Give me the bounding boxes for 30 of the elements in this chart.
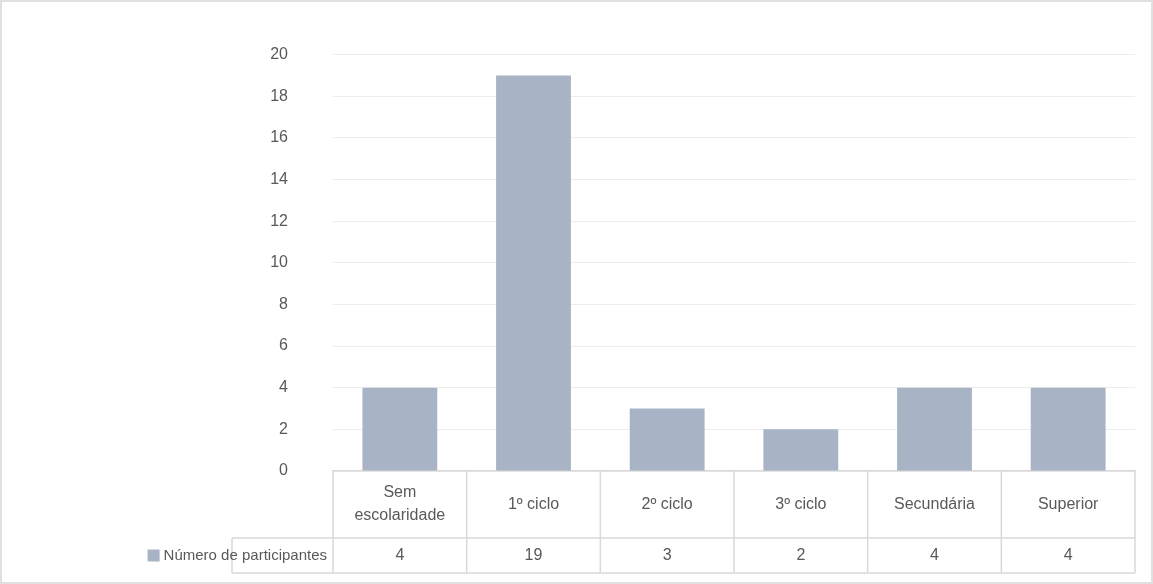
y-tick-label: 6 [279, 336, 289, 354]
x-tick-label: 2º ciclo [641, 494, 693, 512]
y-tick-label: 14 [270, 169, 289, 187]
data-label: 2 [796, 545, 806, 563]
y-tick-label: 16 [270, 128, 289, 146]
x-tick-label: Sem escolaridade [354, 483, 446, 524]
legend-label: Número de participantes [163, 545, 327, 563]
data-label: 4 [395, 545, 405, 563]
x-tick-label: 3º ciclo [775, 494, 827, 512]
x-tick-label: Superior [1037, 494, 1100, 512]
bar [629, 408, 705, 471]
y-tick-label: 10 [270, 253, 289, 271]
y-tick-label: 8 [279, 294, 289, 312]
y-tick-label: 0 [279, 461, 289, 479]
bar [897, 387, 972, 471]
x-tick-label: 1º ciclo [507, 494, 560, 512]
y-tick-label: 20 [270, 45, 289, 63]
bar [496, 75, 571, 471]
data-label: 4 [930, 545, 940, 563]
data-label: 3 [662, 545, 672, 563]
y-tick-label: 2 [279, 419, 289, 437]
y-tick-label: 4 [279, 378, 289, 396]
x-tick-label: Secundária [894, 494, 976, 512]
y-tick-label: 12 [270, 211, 289, 229]
data-label: 4 [1063, 545, 1073, 563]
data-label: 19 [524, 545, 543, 563]
y-tick-label: 18 [270, 86, 289, 104]
bar [1030, 387, 1106, 471]
bar [763, 429, 839, 471]
bar [362, 387, 438, 471]
